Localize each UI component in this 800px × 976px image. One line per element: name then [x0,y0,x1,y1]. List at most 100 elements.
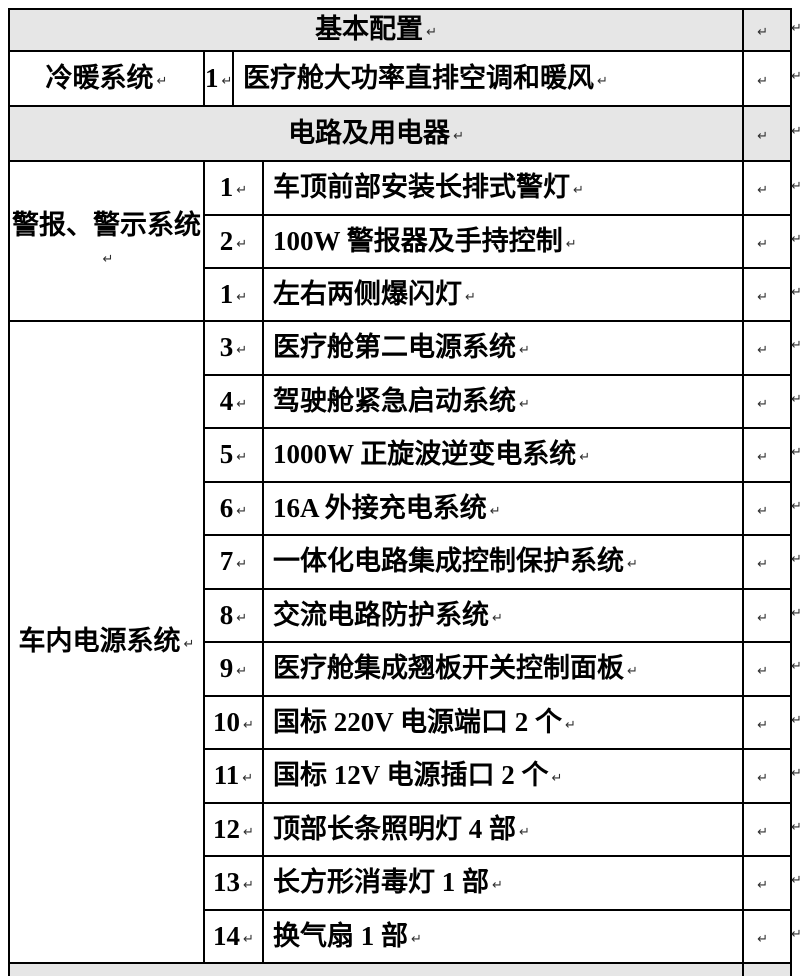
item-desc: 100W 警报器及手持控制 [273,225,563,256]
paragraph-mark-icon: ↵ [757,664,768,680]
table-row: 8 ↵ 交流电路防护系统 ↵ ↵ [9,587,793,643]
paragraph-mark-icon: ↵ [757,557,768,573]
item-number-cell: 1 ↵ [203,50,234,107]
item-desc-cell: 交流电路防护系统 ↵ [261,587,745,643]
item-desc: 16A 外接充电系统 [273,492,487,523]
paragraph-mark-icon: ↵ [757,771,768,787]
row-end-mark: ↵ [791,338,800,353]
item-number: 2 [219,225,234,256]
item-number: 11 [213,760,240,791]
table-row: 车内电源系统 ↵ 3 ↵ 医疗舱第二电源系统 ↵ ↵ [8,320,793,964]
table-row: 警报、警示系统 ↵ 1 ↵ 车顶前部安装长排式警灯 ↵ ↵ [8,160,793,322]
paragraph-mark-icon: ↵ [573,183,584,199]
item-desc-cell: 换气扇 1 部 ↵ [261,908,745,964]
paragraph-mark-icon: ↵ [757,396,768,412]
cell-end-column: ↵ [742,267,793,322]
item-number-cell: 7 ↵ [203,534,264,590]
cell-end-column: ↵ [742,427,793,483]
row-end-mark: ↵ [791,69,800,84]
paragraph-mark-icon: ↵ [465,289,476,305]
category-cell: 警报、警示系统 ↵ [8,160,205,322]
section-header-cell: 电路及用电器 ↵ [7,105,745,162]
item-desc: 长方形消毒灯 1 部 [273,867,489,898]
paragraph-mark-icon: ↵ [757,343,768,359]
paragraph-mark-icon: ↵ [411,931,422,947]
paragraph-mark-icon: ↵ [492,878,503,894]
item-number-cell: 1 ↵ [203,267,264,322]
item-number: 5 [219,439,234,470]
category-label: 冷暖系统 [45,62,154,93]
table-row: 1 ↵ 左右两侧爆闪灯 ↵ ↵ [9,267,793,322]
item-number-cell: 13 ↵ [203,855,264,911]
paragraph-mark-icon: ↵ [757,610,768,626]
item-desc: 换气扇 1 部 [273,920,408,951]
item-desc-cell: 驾驶舱紧急启动系统 ↵ [261,373,745,429]
table-row: 10 ↵ 国标 220V 电源端口 2 个 ↵ ↵ [9,694,793,750]
item-desc-cell: 100W 警报器及手持控制 ↵ [261,214,745,269]
paragraph-mark-icon: ↵ [757,931,768,947]
paragraph-mark-icon: ↵ [242,771,254,787]
item-number-cell: 12 ↵ [203,801,264,857]
row-end-mark: ↵ [791,392,800,407]
paragraph-mark-icon: ↵ [579,450,591,466]
paragraph-mark-icon: ↵ [757,236,768,252]
item-number-cell: 8 ↵ [203,587,264,643]
paragraph-mark-icon: ↵ [627,557,638,573]
item-desc-cell: 16A 外接充电系统 ↵ [261,480,745,536]
item-desc-cell: 国标 12V 电源插口 2 个 ↵ [261,748,745,804]
cell-end-column: ↵ [742,8,793,52]
paragraph-mark-icon: ↵ [243,824,254,840]
item-number-cell: 5 ↵ [203,427,264,483]
item-number-cell: 10 ↵ [203,694,264,750]
item-desc-cell: 1000W 正旋波逆变电系统 ↵ [261,427,745,483]
cell-end-column: ↵ [742,801,793,857]
paragraph-mark-icon: ↵ [102,252,114,267]
paragraph-mark-icon: ↵ [757,450,768,466]
paragraph-mark-icon: ↵ [236,450,248,466]
cell-end-column: ↵ [742,641,793,697]
paragraph-mark-icon: ↵ [757,289,768,305]
paragraph-mark-icon: ↵ [757,878,768,894]
table-row: 6 ↵ 16A 外接充电系统 ↵ ↵ [9,480,793,536]
item-number: 12 [213,813,241,844]
paragraph-mark-icon: ↵ [757,73,768,89]
paragraph-mark-icon: ↵ [757,503,768,519]
item-desc: 交流电路防护系统 [273,599,489,630]
paragraph-mark-icon: ↵ [236,343,248,359]
paragraph-mark-icon: ↵ [757,183,768,199]
category-cell: 冷暖系统 ↵ [8,50,205,107]
row-end-mark: ↵ [791,606,800,621]
row-end-mark: ↵ [791,179,800,194]
paragraph-mark-icon: ↵ [236,236,248,252]
category-label: 警报、警示系统 [12,209,201,240]
paragraph-mark-icon: ↵ [236,610,248,626]
item-desc: 医疗舱大功率直排空调和暖风 [243,62,594,93]
item-number-cell: 2 ↵ [203,214,264,269]
paragraph-mark-icon: ↵ [565,717,576,733]
cell-end-column: ↵ [742,160,793,216]
category-cell: 车内电源系统 ↵ [8,320,205,964]
paragraph-mark-icon: ↵ [492,610,503,626]
row-end-mark: ↵ [791,445,800,460]
cell-end-column: ↵ [742,320,793,376]
paragraph-mark-icon: ↵ [426,25,437,41]
row-end-mark: ↵ [791,232,800,247]
row-end-mark: ↵ [791,713,800,728]
row-end-mark: ↵ [791,124,800,139]
table-row: 14 ↵ 换气扇 1 部 ↵ ↵ [9,908,793,964]
cell-end-column: ↵ [742,105,793,162]
item-number-cell: 9 ↵ [203,641,264,697]
item-desc-cell: 车顶前部安装长排式警灯 ↵ [261,160,745,216]
row-end-mark: ↵ [791,21,800,36]
item-number: 3 [219,332,234,363]
item-desc-cell: 左右两侧爆闪灯 ↵ [261,267,745,322]
item-number: 9 [219,653,234,684]
cell-end-column: ↵ [742,373,793,429]
item-desc: 国标 220V 电源端口 2 个 [273,706,563,737]
paragraph-mark-icon: ↵ [453,128,464,144]
cell-end-column: ↵ [742,534,793,590]
paragraph-mark-icon: ↵ [243,931,254,947]
paragraph-mark-icon: ↵ [236,183,248,199]
paragraph-mark-icon: ↵ [565,236,577,252]
paragraph-mark-icon: ↵ [236,664,248,680]
